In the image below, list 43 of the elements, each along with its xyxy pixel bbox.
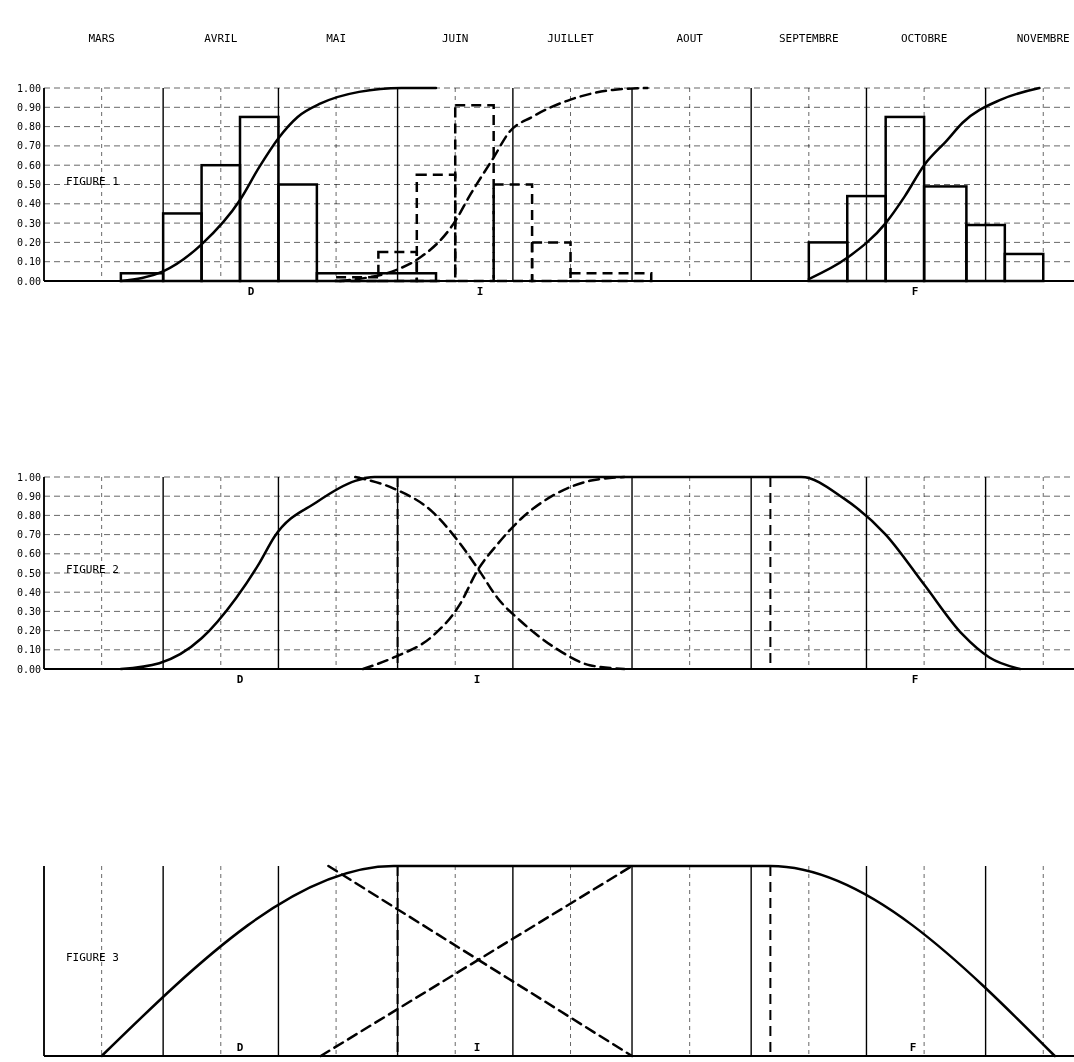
y-tick-label: 1.00 — [16, 82, 41, 94]
y-tick-label: 0.70 — [16, 140, 41, 152]
x-tick-label: MARS — [88, 32, 115, 45]
x-tick-label: NOVEMBRE — [1016, 32, 1070, 45]
annotation: FIGURE 3 — [66, 951, 119, 964]
annotation: FIGURE 1 — [66, 174, 119, 188]
y-tick-label: 0.10 — [16, 644, 41, 656]
y-tick-label: 0.80 — [16, 509, 41, 521]
text: F — [911, 673, 919, 686]
y-tick-label: 0.30 — [16, 217, 41, 229]
y-tick-label: 0.00 — [16, 663, 41, 675]
y-tick-label: 0.20 — [16, 625, 41, 637]
annotation: F — [909, 1041, 917, 1054]
y-tick-label: 0.10 — [16, 256, 41, 268]
y-tick-label: 0.90 — [16, 490, 41, 502]
y-tick-label: 0.90 — [16, 101, 41, 113]
y-tick-label: 0.50 — [16, 179, 41, 190]
x-tick-label: AVRIL — [204, 32, 238, 45]
x-tick-label: SEPTEMBRE — [779, 32, 839, 45]
annotation: I — [473, 1041, 481, 1054]
y-tick-label: 0.20 — [16, 236, 41, 248]
text: I — [476, 285, 484, 298]
y-tick-label: 0.60 — [16, 548, 41, 560]
y-tick-label: 0.50 — [16, 567, 41, 579]
x-tick-label: AOUT — [676, 32, 704, 45]
text: F — [911, 285, 919, 298]
y-tick-label: 0.40 — [16, 586, 41, 598]
text: I — [473, 673, 481, 686]
y-tick-label: 0.30 — [16, 605, 41, 617]
x-tick-label: OCTOBRE — [900, 32, 948, 45]
annotation: FIGURE 2 — [66, 563, 119, 576]
y-tick-label: 0.80 — [16, 121, 41, 133]
x-tick-label: JUIN — [441, 32, 469, 45]
y-tick-label: 0.70 — [16, 529, 41, 541]
y-tick-label: 0.60 — [16, 159, 41, 171]
y-tick-label: 1.00 — [16, 471, 41, 483]
y-tick-label: 0.00 — [16, 275, 41, 287]
annotation: D — [236, 1041, 244, 1054]
y-tick-label: 0.40 — [16, 198, 41, 210]
x-tick-label: JUILLET — [547, 32, 595, 45]
x-tick-label: MAI — [326, 32, 347, 45]
text: D — [247, 285, 255, 298]
text: D — [236, 673, 244, 686]
